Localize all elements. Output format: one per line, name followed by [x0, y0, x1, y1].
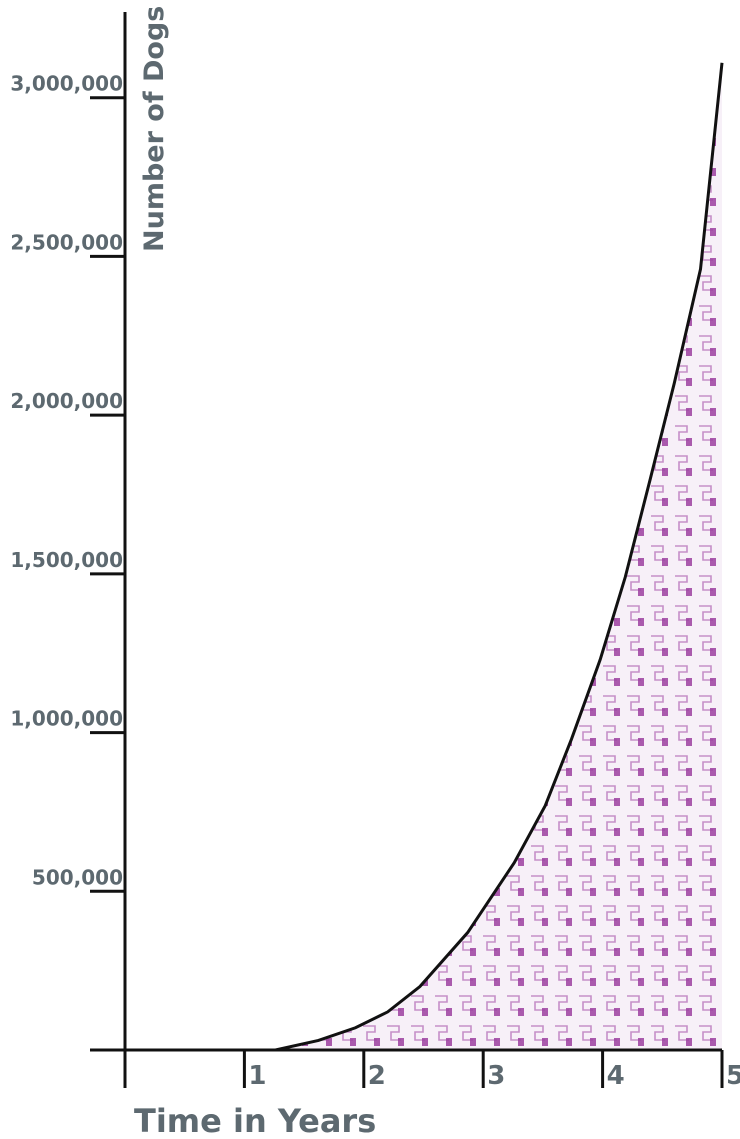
y-axis-title: Number of Dogs [139, 6, 170, 252]
plot-area: 500,000 1,000,000 1,500,000 2,000,000 2,500,… [10, 12, 740, 1091]
x-tick-label: 4 [607, 1061, 625, 1091]
page: 500,000 1,000,000 1,500,000 2,000,000 2,500,… [0, 0, 740, 1139]
y-tick-label: 1,000,000 [10, 707, 123, 731]
x-tick-label: 2 [368, 1061, 386, 1091]
x-axis-title: Time in Years [134, 1102, 376, 1135]
y-tick-label: 3,000,000 [10, 72, 123, 96]
y-tick-label: 2,000,000 [10, 389, 123, 413]
x-tick-label: 5 [726, 1061, 740, 1091]
x-tick-label: 1 [248, 1061, 266, 1091]
x-tick-label: 3 [487, 1061, 505, 1091]
chart: 500,000 1,000,000 1,500,000 2,000,000 2,500,… [0, 0, 740, 1135]
y-tick-label: 2,500,000 [10, 230, 123, 254]
area-fill [125, 63, 722, 1050]
y-tick-label: 500,000 [32, 865, 123, 889]
y-tick-label: 1,500,000 [10, 548, 123, 572]
